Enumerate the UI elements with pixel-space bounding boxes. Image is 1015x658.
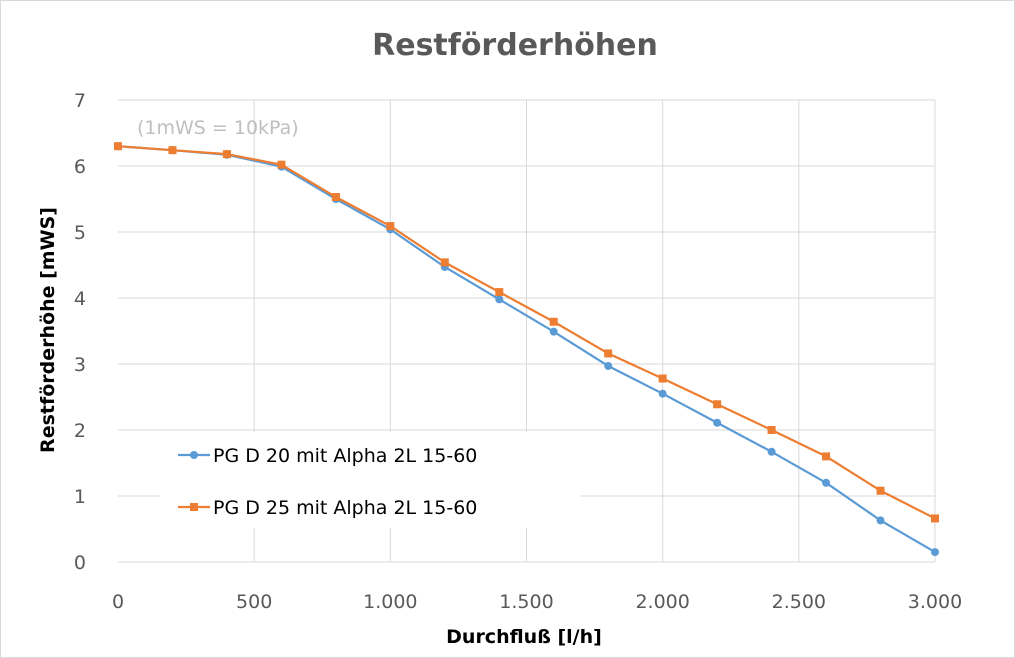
legend: PG D 20 mit Alpha 2L 15-60 PG D 25 mit Al… xyxy=(160,432,580,528)
data-point xyxy=(822,478,831,487)
legend-marker xyxy=(190,451,198,459)
data-point xyxy=(658,374,667,383)
y-tick-label: 3 xyxy=(74,354,86,376)
series-line xyxy=(117,145,936,554)
x-tick-label: 2.500 xyxy=(772,591,826,613)
data-point xyxy=(931,514,939,523)
data-point xyxy=(277,160,286,169)
y-tick-label: 0 xyxy=(74,552,86,574)
data-point xyxy=(604,361,613,370)
x-tick-label: 1.000 xyxy=(363,591,417,613)
x-tick-label: 2.000 xyxy=(635,591,689,613)
y-tick-label: 1 xyxy=(74,486,86,508)
x-tick-label: 1.500 xyxy=(499,591,553,613)
data-point xyxy=(549,327,558,336)
data-point xyxy=(495,295,504,304)
x-tick-label: 500 xyxy=(236,591,272,613)
data-point xyxy=(549,317,558,326)
data-point xyxy=(114,142,122,151)
legend-marker xyxy=(190,503,198,511)
y-tick-label: 2 xyxy=(74,420,86,442)
y-axis-ticks: 0 1 2 3 4 5 6 7 xyxy=(74,90,86,574)
x-axis-title: Durchfluß [l/h] xyxy=(446,626,602,648)
y-tick-label: 6 xyxy=(74,156,86,178)
unit-note: (1mWS = 10kPa) xyxy=(137,117,299,139)
data-point xyxy=(767,447,776,456)
data-point xyxy=(168,146,177,155)
x-tick-label: 0 xyxy=(112,591,124,613)
data-point xyxy=(658,389,667,398)
data-point xyxy=(440,258,449,267)
data-point xyxy=(822,452,831,461)
data-point xyxy=(876,486,885,495)
x-axis-ticks: 0 500 1.000 1.500 2.000 2.500 3.000 xyxy=(112,591,962,613)
y-tick-label: 5 xyxy=(74,222,86,244)
data-point xyxy=(713,400,722,409)
data-point xyxy=(331,193,340,202)
legend-label: PG D 25 mit Alpha 2L 15-60 xyxy=(213,497,477,519)
y-tick-label: 7 xyxy=(74,90,86,112)
data-point xyxy=(876,516,885,525)
gridlines xyxy=(118,99,936,563)
x-tick-label: 3.000 xyxy=(908,591,962,613)
legend-label: PG D 20 mit Alpha 2L 15-60 xyxy=(213,445,477,467)
data-point xyxy=(386,222,395,231)
data-point xyxy=(767,426,776,434)
y-tick-label: 4 xyxy=(74,288,86,310)
series-2 xyxy=(114,142,939,523)
data-point xyxy=(222,150,231,159)
chart-title: Restförderhöhen xyxy=(372,28,658,63)
series-group xyxy=(114,142,939,557)
data-point xyxy=(931,548,939,557)
legend-background xyxy=(160,432,580,528)
series-line xyxy=(117,145,936,520)
y-axis-title: Restförderhöhe [mWS] xyxy=(37,207,59,453)
data-point xyxy=(495,288,504,297)
data-point xyxy=(713,418,722,427)
data-point xyxy=(604,349,613,358)
